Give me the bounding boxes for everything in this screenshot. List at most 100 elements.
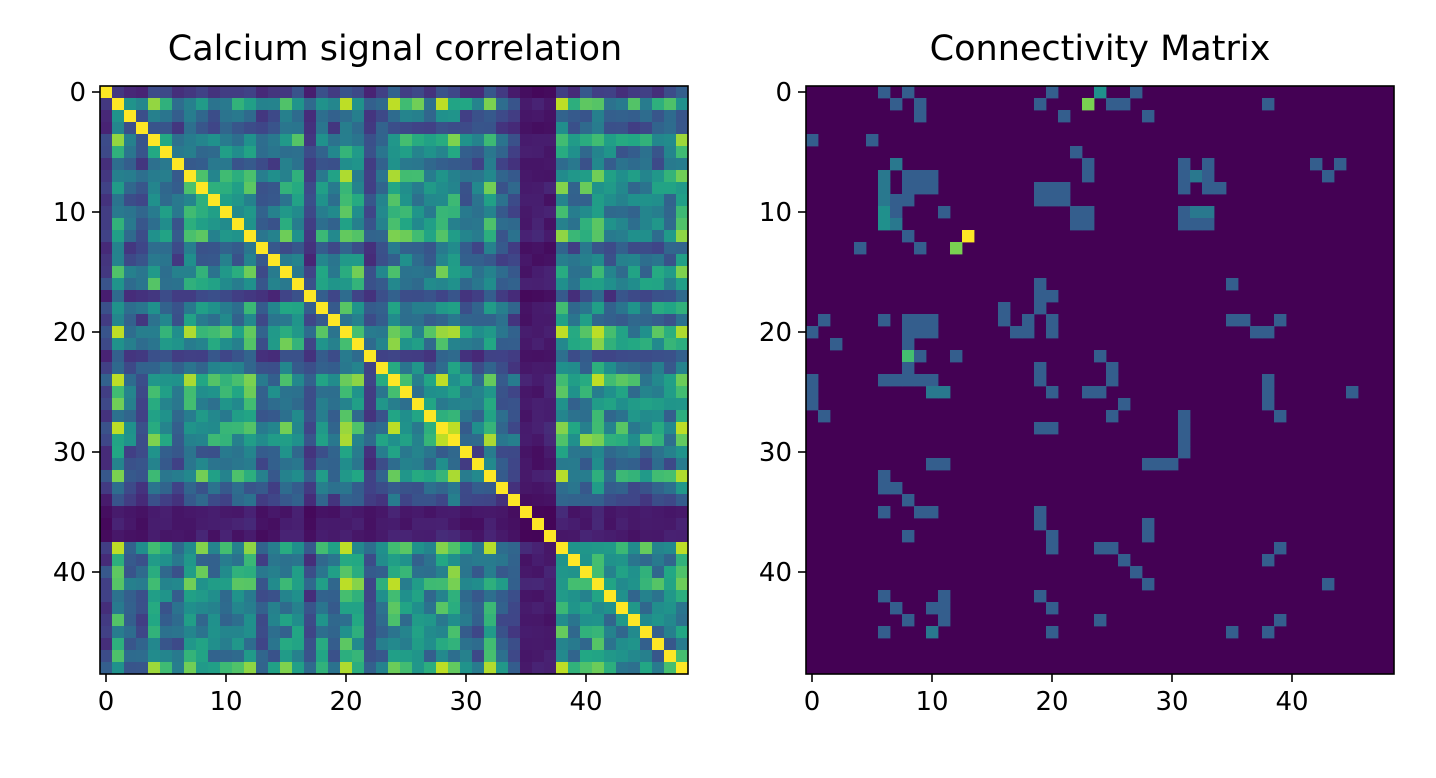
heatmap-cell	[424, 434, 437, 447]
heatmap-cell	[1070, 146, 1083, 159]
heatmap-cell	[100, 86, 113, 99]
heatmap-cell	[184, 554, 197, 567]
heatmap-cell	[532, 410, 545, 423]
heatmap-cell	[664, 566, 677, 579]
heatmap-cell	[508, 458, 521, 471]
heatmap-cell	[556, 98, 569, 111]
heatmap-cell	[244, 506, 257, 519]
heatmap-cell	[328, 218, 341, 231]
heatmap-cell	[664, 410, 677, 423]
heatmap-cell	[520, 266, 533, 279]
heatmap-cell	[1202, 158, 1215, 171]
heatmap-cell	[676, 554, 689, 567]
heatmap-cell	[280, 290, 293, 303]
heatmap-cell	[556, 338, 569, 351]
heatmap-cell	[664, 434, 677, 447]
heatmap-cell	[220, 590, 233, 603]
heatmap-cell	[556, 542, 569, 555]
heatmap-cell	[424, 650, 437, 663]
heatmap-cell	[902, 170, 915, 183]
heatmap-cell	[364, 98, 377, 111]
heatmap-cell	[424, 554, 437, 567]
heatmap-cell	[340, 626, 353, 639]
heatmap-cell	[136, 422, 149, 435]
heatmap-cell	[1274, 314, 1287, 327]
heatmap-cell	[640, 242, 653, 255]
heatmap-cell	[628, 554, 641, 567]
heatmap-cell	[364, 470, 377, 483]
heatmap-cell	[400, 86, 413, 99]
heatmap-cell	[172, 170, 185, 183]
heatmap-cell	[292, 602, 305, 615]
heatmap-cell	[676, 614, 689, 627]
heatmap-cell	[364, 422, 377, 435]
heatmap-cell	[148, 362, 161, 375]
heatmap-cell	[208, 638, 221, 651]
heatmap-cell	[232, 158, 245, 171]
heatmap-cell	[1106, 374, 1119, 387]
heatmap-cell	[316, 194, 329, 207]
heatmap-cell	[914, 98, 927, 111]
heatmap-cell	[196, 530, 209, 543]
heatmap-cell	[232, 542, 245, 555]
heatmap-cell	[424, 626, 437, 639]
heatmap-cell	[184, 530, 197, 543]
heatmap-cell	[568, 374, 581, 387]
heatmap-cell	[544, 434, 557, 447]
heatmap-cell	[1046, 194, 1059, 207]
heatmap-cell	[160, 530, 173, 543]
heatmap-cell	[256, 110, 269, 123]
heatmap-cell	[352, 278, 365, 291]
heatmap-cell	[208, 422, 221, 435]
heatmap-cell	[280, 518, 293, 531]
heatmap-cell	[436, 194, 449, 207]
heatmap-cell	[352, 554, 365, 567]
heatmap-cell	[628, 566, 641, 579]
heatmap-cell	[544, 470, 557, 483]
heatmap-cell	[364, 362, 377, 375]
heatmap-cell	[136, 530, 149, 543]
heatmap-cell	[436, 254, 449, 267]
heatmap-cell	[364, 278, 377, 291]
heatmap-cell	[340, 338, 353, 351]
heatmap-cell	[208, 242, 221, 255]
heatmap-cell	[508, 146, 521, 159]
heatmap-cell	[676, 110, 689, 123]
heatmap-cell	[436, 614, 449, 627]
heatmap-cell	[472, 194, 485, 207]
heatmap-cell	[160, 170, 173, 183]
heatmap-cell	[676, 506, 689, 519]
heatmap-cell	[280, 626, 293, 639]
heatmap-cell	[628, 110, 641, 123]
heatmap-cell	[160, 266, 173, 279]
heatmap-cell	[268, 602, 281, 615]
heatmap-cell	[664, 254, 677, 267]
heatmap-cell	[532, 602, 545, 615]
heatmap-cell	[424, 170, 437, 183]
heatmap-cell	[304, 194, 317, 207]
heatmap-cell	[664, 230, 677, 243]
heatmap-cell	[484, 278, 497, 291]
heatmap-cell	[472, 602, 485, 615]
heatmap-cell	[112, 566, 125, 579]
heatmap-cell	[508, 386, 521, 399]
heatmap-cell	[316, 542, 329, 555]
heatmap-cell	[388, 482, 401, 495]
heatmap-cell	[352, 470, 365, 483]
heatmap-cell	[340, 494, 353, 507]
heatmap-cell	[1238, 314, 1251, 327]
heatmap-cell	[160, 662, 173, 675]
heatmap-cell	[1034, 374, 1047, 387]
heatmap-cell	[328, 290, 341, 303]
heatmap-cell	[160, 134, 173, 147]
heatmap-cell	[604, 386, 617, 399]
heatmap-cell	[484, 338, 497, 351]
heatmap-cell	[592, 530, 605, 543]
heatmap-cell	[484, 602, 497, 615]
heatmap-cell	[664, 182, 677, 195]
heatmap-cell	[890, 374, 903, 387]
heatmap-cell	[400, 614, 413, 627]
heatmap-cell	[544, 554, 557, 567]
heatmap-cell	[568, 662, 581, 675]
heatmap-cell	[556, 110, 569, 123]
